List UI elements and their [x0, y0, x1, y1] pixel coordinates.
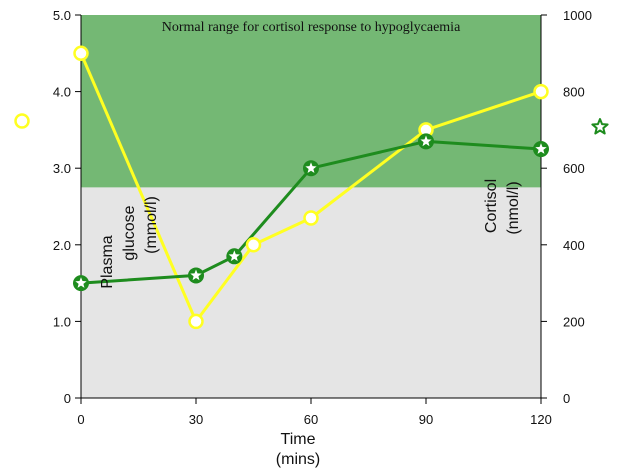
y-right-tick-label: 200: [563, 314, 585, 329]
legend-cortisol-marker: [591, 118, 609, 135]
x-tick-label: 120: [530, 412, 552, 427]
y-right-tick-label: 1000: [563, 8, 592, 23]
glucose-point: [303, 210, 319, 226]
y-right-tick-label: 600: [563, 161, 585, 176]
cortisol-point: [226, 248, 243, 263]
x-tick-label: 60: [304, 412, 318, 427]
glucose-point: [188, 313, 204, 330]
legend-markers: [14, 113, 609, 135]
glucose-point: [73, 45, 89, 62]
legend-glucose-marker: [14, 113, 30, 129]
x-tick-label: 0: [77, 412, 84, 427]
y-left-tick-label: 4.0: [53, 85, 71, 100]
y-left-label-line1: Plasma: [99, 235, 116, 288]
ticks: 0 1.0 2.0 3.0 4.0 5.0 0 200 400 600 800 1000 0 30 60 90…: [53, 8, 592, 427]
series-line-cortisol: [80, 139, 542, 285]
cortisol-point: [418, 133, 434, 148]
cortisol-point: [188, 267, 204, 282]
y-right-label-line1: Cortisol: [483, 179, 500, 233]
y-left-label-line2: glucose: [121, 205, 138, 260]
y-left-tick-label: 3.0: [53, 161, 71, 176]
cortisol-point: [303, 160, 319, 175]
y-right-tick-label: 800: [563, 85, 585, 100]
y-left-tick-label: 5.0: [53, 8, 71, 23]
glucose-point: [245, 237, 262, 253]
y-left-tick-label: 2.0: [53, 238, 71, 253]
y-left-tick-label: 0: [64, 391, 71, 406]
glucose-point: [533, 83, 549, 100]
x-tick-label: 30: [189, 412, 203, 427]
series-layer: [73, 45, 549, 330]
normal-range-band: [81, 15, 541, 188]
normal-range-label: Normal range for cortisol response to hy…: [162, 20, 461, 35]
x-tick-label: 90: [419, 412, 433, 427]
cortisol-point: [73, 274, 89, 290]
y-left-tick-label: 1.0: [53, 314, 71, 329]
y-right-label-line2: (nmol/l): [505, 181, 522, 234]
x-label-line1: Time: [281, 431, 316, 448]
y-right-tick-label: 400: [563, 238, 585, 253]
y-left-label-line3: (mmol/l): [143, 196, 160, 254]
x-label-line2: (mins): [276, 451, 320, 468]
y-right-tick-label: 0: [563, 391, 570, 406]
cortisol-point: [533, 140, 549, 156]
